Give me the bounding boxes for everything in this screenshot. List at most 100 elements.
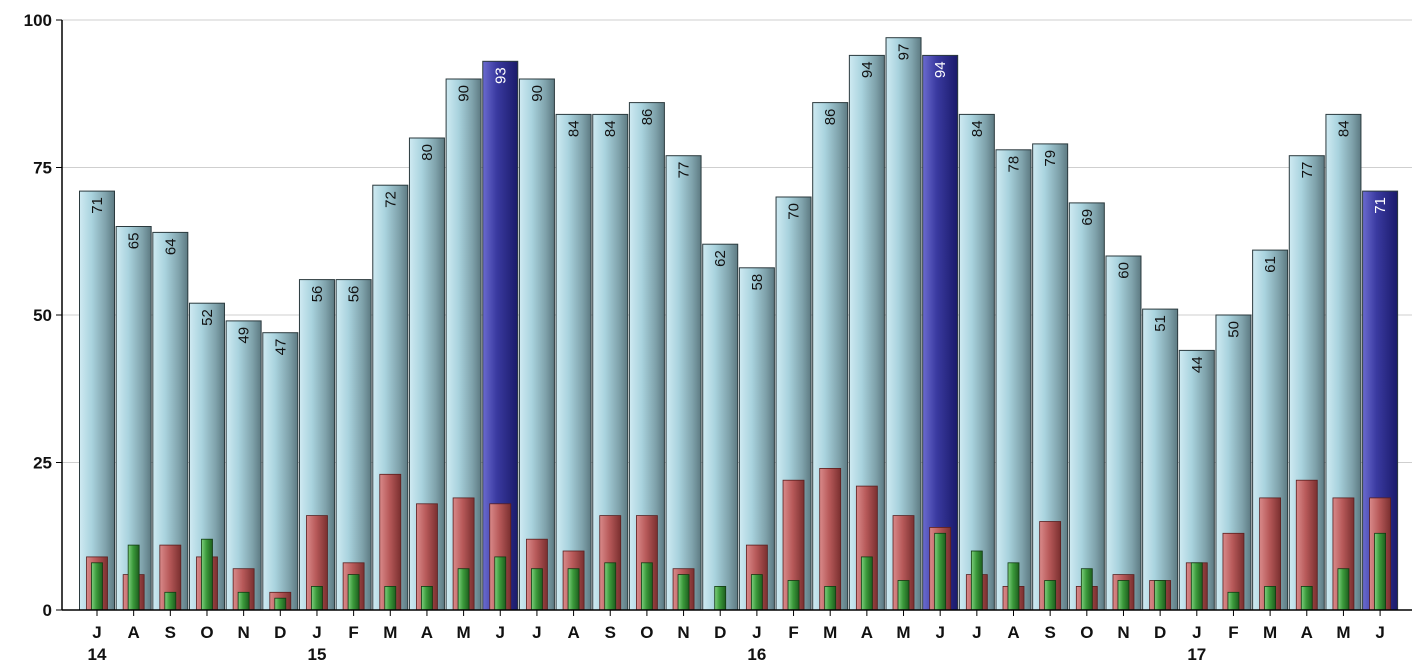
x-tick-label: M: [823, 623, 837, 642]
x-tick-label: J: [312, 623, 321, 642]
bar-main: [225, 320, 262, 611]
bar-green: [934, 532, 947, 611]
bar-main: [665, 155, 702, 611]
x-year-label: 16: [747, 645, 766, 663]
bar-value-label: 56: [309, 286, 326, 303]
bar-green: [494, 556, 507, 611]
x-tick-label: F: [788, 623, 798, 642]
bar-green: [787, 580, 800, 611]
bar-main: [1068, 202, 1105, 611]
x-tick-label: S: [1044, 623, 1055, 642]
x-tick-label: J: [532, 623, 541, 642]
bar-green: [604, 562, 617, 611]
x-tick-label: J: [92, 623, 101, 642]
x-tick-label: S: [165, 623, 176, 642]
x-tick-label: A: [1301, 623, 1313, 642]
bar-value-label: 84: [1335, 120, 1352, 137]
bar-value-label: 94: [932, 61, 949, 78]
bar-value-label: 78: [1006, 156, 1023, 173]
x-tick-label: O: [1080, 623, 1093, 642]
x-tick-label: N: [677, 623, 689, 642]
x-tick-label: J: [1375, 623, 1384, 642]
bar-green: [311, 586, 323, 611]
x-tick-label: J: [972, 623, 981, 642]
x-tick-label: M: [1336, 623, 1350, 642]
bar-main: [1105, 255, 1142, 611]
bar-value-label: 90: [529, 85, 546, 102]
bar-green: [567, 568, 580, 611]
x-tick-label: A: [421, 623, 433, 642]
y-axis-ticks: 0 25 50 75 100: [24, 11, 62, 620]
x-tick-label: N: [237, 623, 249, 642]
x-tick-label: D: [714, 623, 726, 642]
x-tick-label: J: [496, 623, 505, 642]
bar-value-label: 79: [1042, 150, 1059, 167]
bar-main: [885, 37, 922, 611]
bar-value-label: 50: [1225, 321, 1242, 338]
x-tick-label: J: [752, 623, 761, 642]
bar-green: [824, 586, 837, 611]
bar-green: [201, 538, 213, 611]
bar-green: [1337, 568, 1350, 611]
bar-green: [1044, 580, 1057, 611]
bar-value-label: 86: [822, 109, 839, 126]
bar-value-label: 94: [859, 61, 876, 78]
bar-green: [970, 550, 983, 611]
bar-main: [995, 149, 1032, 611]
x-tick-label: S: [605, 623, 616, 642]
bar-value-label: 77: [676, 162, 693, 179]
bar-main: [958, 113, 995, 611]
axes: [61, 20, 1412, 611]
x-tick-label: D: [274, 623, 286, 642]
bar-value-label: 97: [896, 44, 913, 61]
x-axis-ticks: J A S O N D J F M A M J J A S O N D J F M A M J J A S O N D J F M A M J 14 15…: [88, 610, 1385, 663]
bar-green: [237, 591, 250, 611]
x-tick-label: J: [935, 623, 944, 642]
bar-value-label: 56: [346, 286, 363, 303]
x-tick-label: M: [383, 623, 397, 642]
bar-value-label: 58: [749, 274, 766, 291]
bar-main: [79, 190, 115, 611]
bar-main: [262, 332, 299, 611]
x-tick-label: A: [1007, 623, 1019, 642]
bar-value-label: 51: [1152, 315, 1169, 332]
bar-green: [164, 591, 177, 611]
bar-value-label: 84: [566, 120, 583, 137]
bar-green: [91, 562, 103, 611]
bar-value-label: 72: [382, 191, 399, 208]
bar-green: [457, 568, 470, 611]
bar-green: [1227, 591, 1240, 611]
bar-value-label: 61: [1262, 256, 1279, 273]
bar-green: [1080, 568, 1093, 611]
y-tick-label: 50: [33, 306, 52, 325]
bar-main: [1142, 308, 1179, 611]
bar-value-label: 71: [89, 197, 106, 214]
bar-value-label: 69: [1079, 209, 1096, 226]
bar-value-label: 44: [1189, 356, 1206, 373]
bar-green: [347, 574, 360, 611]
y-tick-label: 100: [24, 11, 52, 30]
y-tick-label: 25: [33, 454, 52, 473]
bar-green: [1117, 580, 1130, 611]
bar-value-label: 90: [456, 85, 473, 102]
x-tick-label: F: [1228, 623, 1238, 642]
bar-green: [641, 562, 653, 611]
x-tick-label: O: [640, 623, 653, 642]
bar-green: [1374, 532, 1386, 611]
x-year-label: 14: [88, 645, 107, 663]
bar-value-label: 60: [1115, 262, 1132, 279]
x-tick-label: D: [1154, 623, 1166, 642]
bar-green: [384, 586, 397, 611]
x-tick-label: O: [200, 623, 213, 642]
x-tick-label: J: [1192, 623, 1201, 642]
bar-value-label: 86: [639, 109, 656, 126]
bars: 71 65 64 52 49 47 56 56 72 80 90 93 90 84 84 86 77 62 58 70…: [79, 37, 1399, 611]
bar-green: [1264, 586, 1277, 611]
x-tick-label: M: [1263, 623, 1277, 642]
bar-green: [1007, 562, 1020, 611]
bar-value-label: 77: [1299, 162, 1316, 179]
bar-value-label: 47: [272, 339, 289, 356]
bar-value-label: 64: [162, 238, 179, 255]
